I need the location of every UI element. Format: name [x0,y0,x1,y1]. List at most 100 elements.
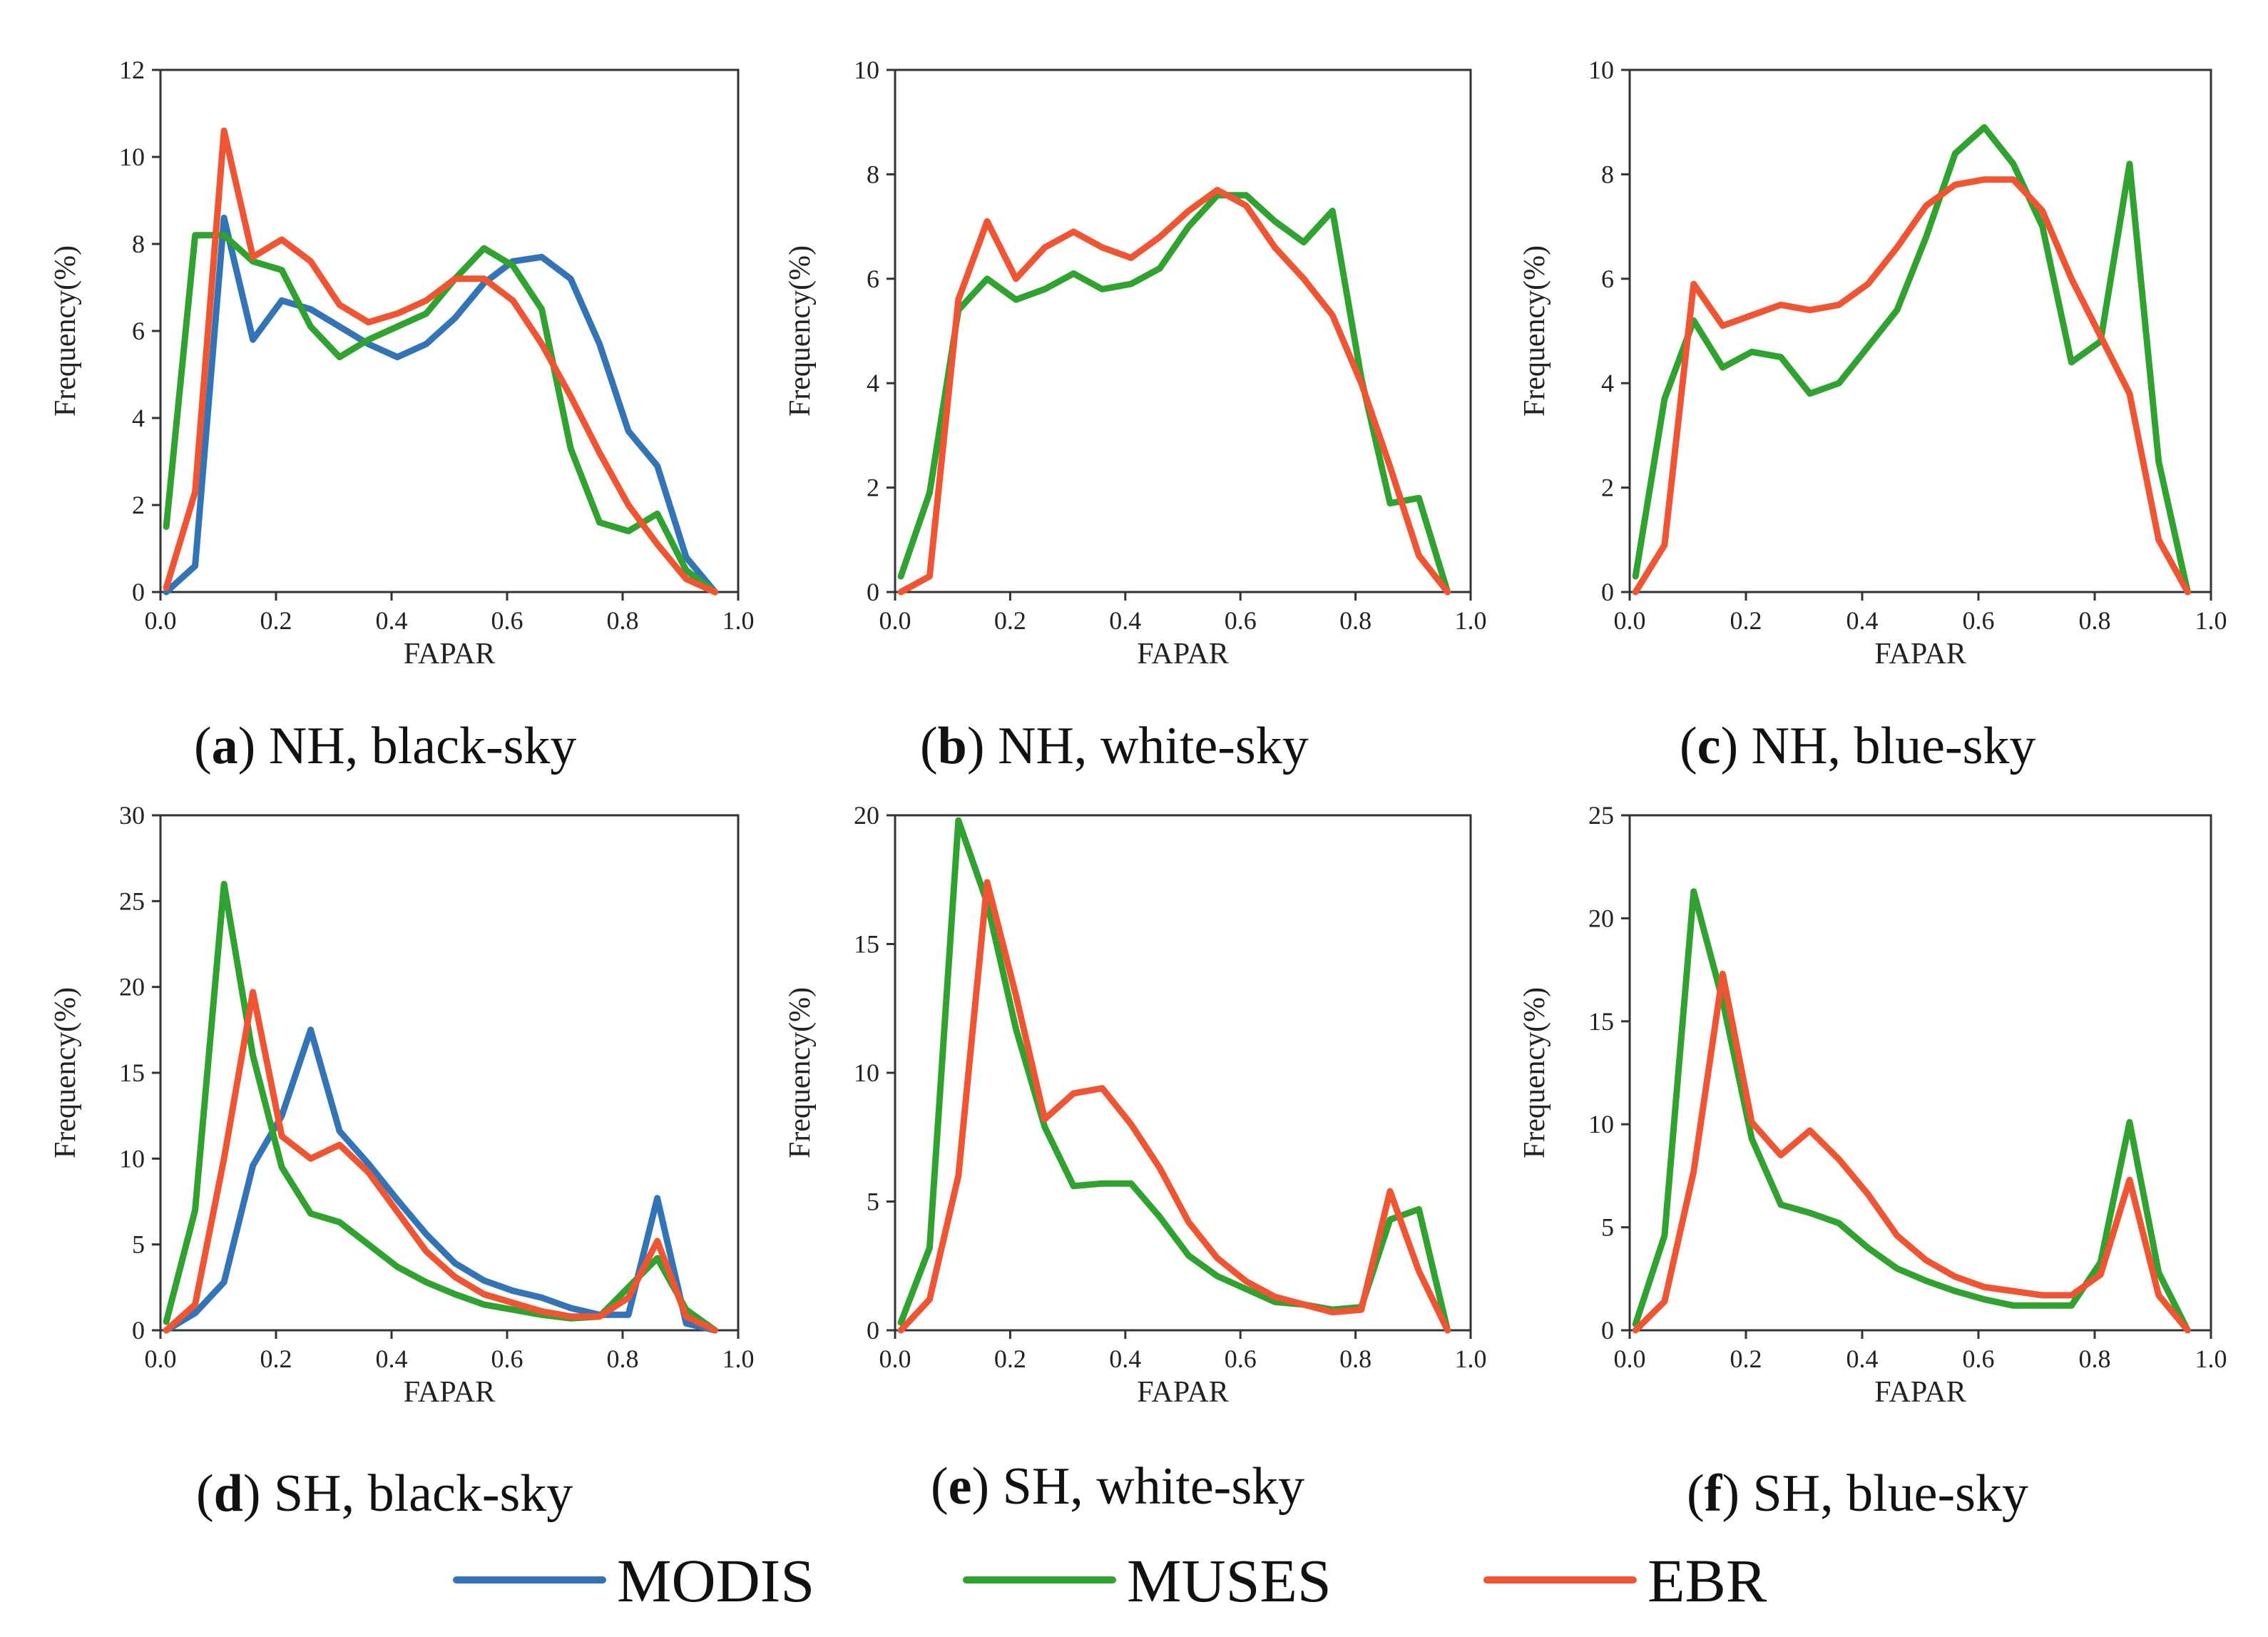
x-axis-label: FAPAR [1874,638,1966,670]
legend: MODIS MUSES EBR [453,1546,1767,1615]
y-tick-label: 2 [132,491,145,519]
x-axis-label: FAPAR [1137,638,1228,670]
panel-caption: (f) SH, blue-sky [1687,1464,2028,1523]
x-tick-label: 0.0 [145,1345,177,1373]
y-tick-label: 0 [867,578,879,606]
y-tick-label: 25 [119,887,145,915]
series-line-modis [163,214,719,596]
series-line-muses [163,880,719,1334]
y-tick-label: 2 [1601,474,1614,502]
plot-frame [1628,68,2212,593]
panel-caption: (b) NH, white-sky [920,717,1309,775]
series-line-muses [1632,124,2191,596]
plot-frame [894,68,1472,593]
panel-caption: (e) SH, white-sky [931,1457,1304,1516]
series-line-ebr [1632,970,2191,1334]
y-tick-label: 20 [854,801,879,830]
caption-open-paren: ( [1680,717,1697,775]
y-tick-label: 10 [119,1144,145,1173]
x-tick-label: 0.8 [607,606,639,635]
x-tick-label: 0.0 [879,606,911,635]
x-tick-label: 0.2 [260,1345,292,1373]
caption-letter: d [214,1464,243,1523]
x-tick-label: 0.6 [1963,1345,1995,1373]
y-tick-label: 30 [119,801,145,830]
y-tick-label: 6 [1601,265,1614,293]
x-axis-label: FAPAR [1137,1376,1228,1409]
chart-panel-a: 0.0 0.2 0.4 0.6 0.8 1.0 0 2 4 6 8 10 12 FAPAR Frequenc… [49,56,755,775]
x-tick-label: 1.0 [1455,606,1487,635]
caption-letter: e [949,1457,972,1516]
chart-panel-b: 0.0 0.2 0.4 0.6 0.8 1.0 0 2 4 6 8 10 FAPAR Frequency(… [784,56,1487,775]
caption-open-paren: ( [931,1457,949,1516]
chart-panel-c: 0.0 0.2 0.4 0.6 0.8 1.0 0 2 4 6 8 10 FAPAR Frequency(… [1518,56,2227,775]
y-tick-label: 6 [132,317,145,345]
y-tick-label: 0 [132,1316,145,1345]
y-axis-label: Frequency(%) [784,245,817,417]
y-tick-label: 2 [867,474,879,502]
x-tick-label: 0.2 [1730,606,1762,635]
y-tick-label: 25 [1588,801,1614,830]
y-tick-label: 8 [132,230,145,258]
y-axis-label: Frequency(%) [1518,987,1551,1158]
x-tick-label: 0.2 [260,606,292,635]
x-tick-label: 0.4 [1109,606,1141,635]
legend-label-ebr: EBR [1648,1546,1767,1615]
series-line-modis [163,1026,719,1334]
y-tick-label: 8 [867,160,879,188]
x-tick-label: 0.4 [376,606,408,635]
y-tick-label: 10 [1588,56,1614,84]
y-tick-label: 8 [1601,160,1614,188]
panel-caption: (a) NH, black-sky [194,717,576,775]
y-tick-label: 10 [854,1059,879,1087]
y-tick-label: 5 [867,1188,879,1216]
chart-panel-d: 0.0 0.2 0.4 0.6 0.8 1.0 0 5 10 15 20 25 30 FAPAR Frequ… [49,801,755,1523]
x-tick-label: 0.6 [491,606,523,635]
y-tick-label: 10 [854,56,879,84]
y-axis-label: Frequency(%) [49,987,82,1158]
y-tick-label: 5 [132,1230,145,1259]
x-tick-label: 0.8 [1339,1345,1371,1373]
y-tick-label: 12 [119,56,145,84]
x-tick-label: 0.0 [1614,606,1646,635]
x-tick-label: 0.8 [2079,1345,2111,1373]
caption-text: NH, black-sky [255,717,576,775]
caption-letter: c [1697,717,1721,775]
y-tick-label: 0 [132,578,145,606]
series-line-ebr [163,989,719,1334]
caption-letter: b [938,717,967,775]
plot-frame [1628,814,2212,1332]
caption-text: SH, white-sky [989,1457,1304,1516]
y-tick-label: 15 [119,1059,145,1087]
y-tick-label: 6 [867,265,879,293]
x-tick-label: 1.0 [1455,1345,1487,1373]
caption-text: SH, blue-sky [1740,1464,2028,1523]
x-axis-label: FAPAR [404,638,495,670]
y-axis-label: Frequency(%) [1518,245,1551,417]
series-line-muses [897,192,1451,596]
x-tick-label: 0.4 [376,1345,408,1373]
caption-close-paren: ) [972,1457,990,1516]
y-tick-label: 15 [854,930,879,959]
series-line-ebr [1632,176,2191,596]
caption-open-paren: ( [920,717,938,775]
x-tick-label: 0.8 [1339,606,1371,635]
y-tick-label: 4 [867,369,879,397]
x-tick-label: 0.2 [994,1345,1026,1373]
x-tick-label: 0.6 [491,1345,523,1373]
x-tick-label: 0.2 [994,606,1026,635]
caption-close-paren: ) [1721,717,1739,775]
chart-panel-e: 0.0 0.2 0.4 0.6 0.8 1.0 0 5 10 15 20 FAPAR Frequency… [784,801,1487,1516]
x-tick-label: 1.0 [722,1345,755,1373]
x-tick-label: 0.8 [607,1345,639,1373]
x-tick-label: 1.0 [2195,606,2227,635]
x-tick-label: 0.0 [879,1345,911,1373]
caption-close-paren: ) [238,717,256,775]
x-tick-label: 0.4 [1846,1345,1879,1373]
x-tick-label: 0.4 [1846,606,1879,635]
x-tick-label: 0.4 [1109,1345,1141,1373]
y-tick-label: 20 [1588,904,1614,932]
series-line-ebr [897,879,1451,1334]
caption-text: SH, black-sky [260,1464,573,1523]
